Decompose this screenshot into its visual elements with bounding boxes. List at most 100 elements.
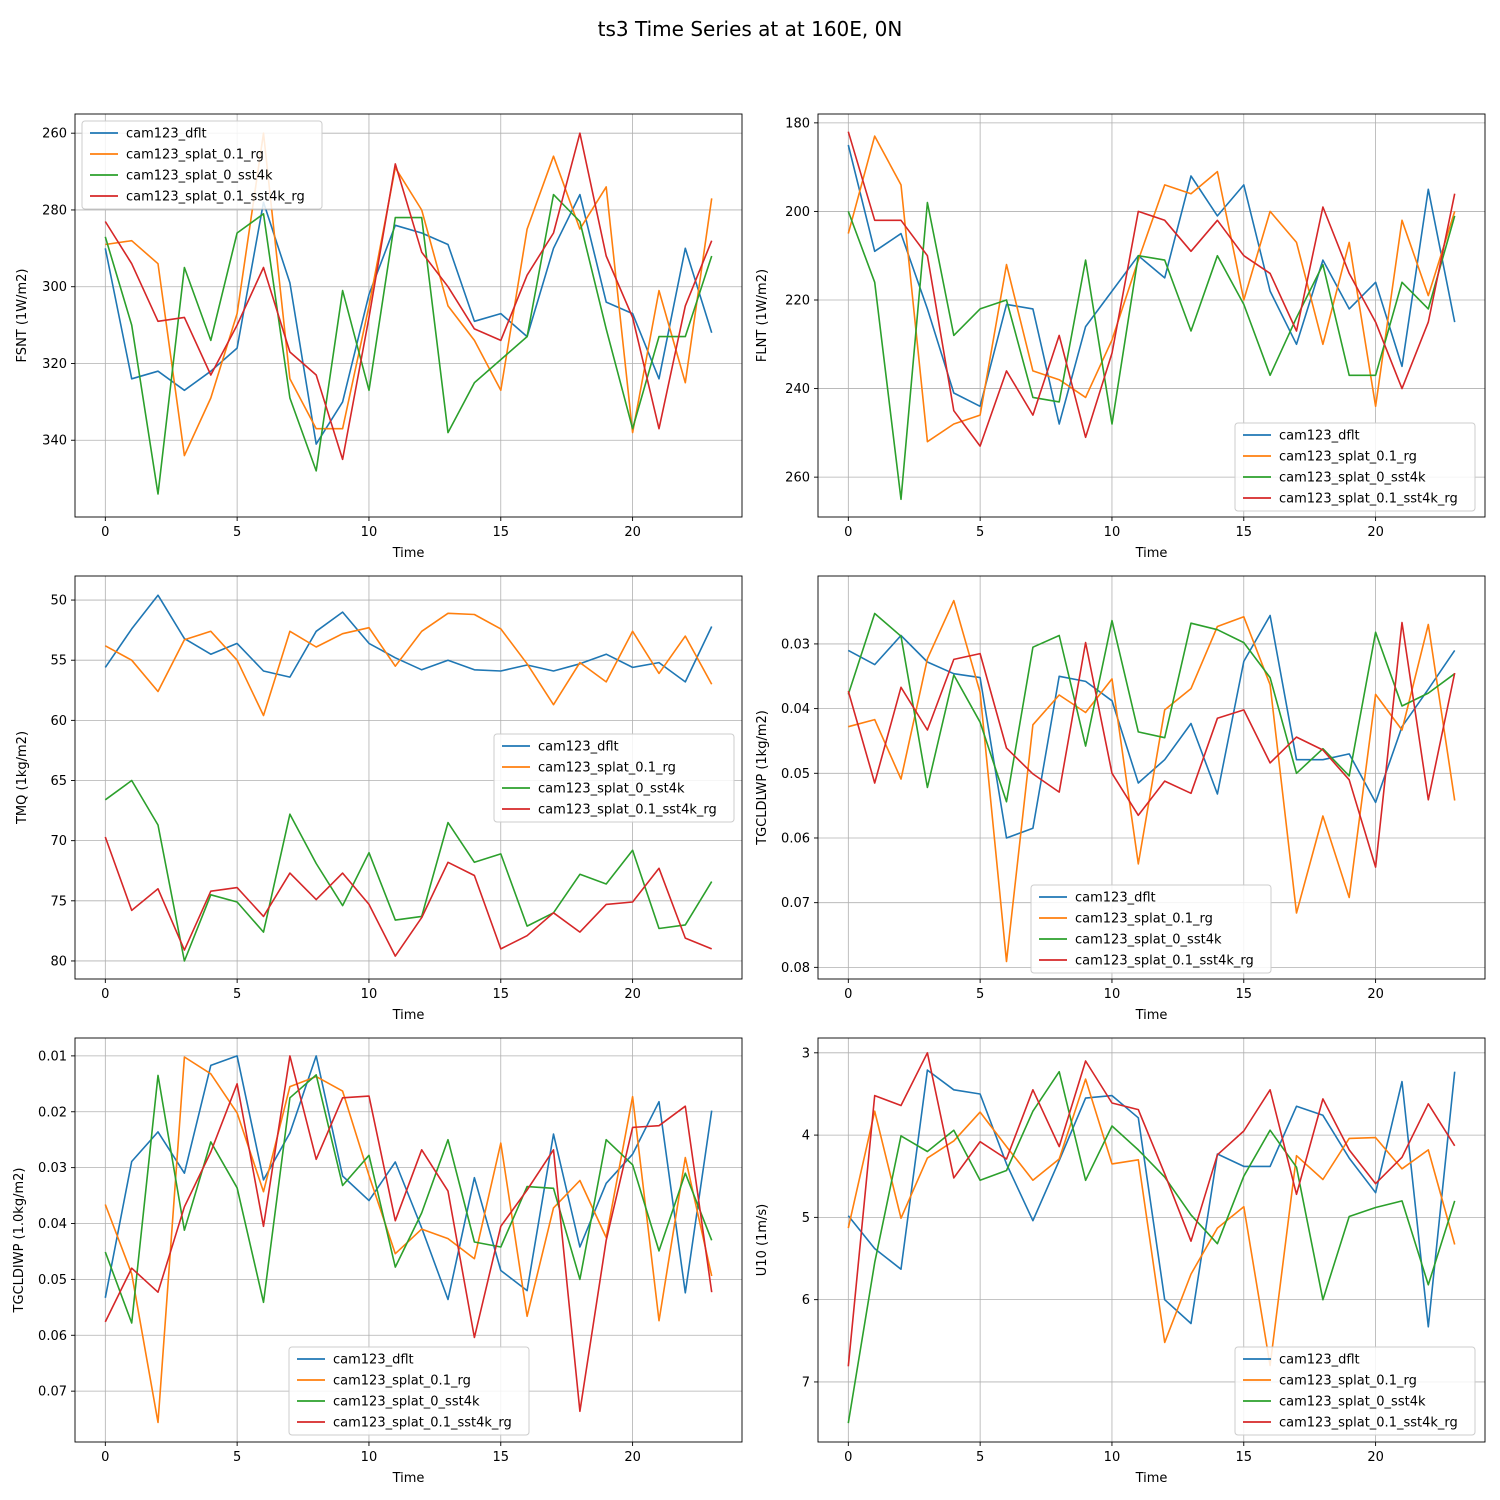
series-line-cam123_splat_0.1_rg	[104, 612, 713, 717]
y-tick-label: 200	[785, 205, 810, 220]
subplot-6: 0 5 10 15 20 3 4 5 6 7 Time U10 (1m/s) cam123_dfltca…	[755, 1037, 1486, 1486]
legend-entry-label: cam123_splat_0.1_rg	[1279, 1374, 1417, 1389]
x-tick-label: 15	[492, 1450, 509, 1465]
x-tick-label: 5	[976, 1450, 984, 1465]
legend-box	[1234, 422, 1476, 512]
y-tick-label: 0.04	[781, 702, 810, 717]
series-line-cam123_dflt	[847, 1069, 1456, 1328]
y-axis-label: TGCLDIWP (1.0kg/m2)	[12, 1168, 27, 1314]
legend-entry-label: cam123_splat_0_sst4k	[333, 1395, 480, 1410]
y-axis-label: TGCLDLWP (1kg/m2)	[755, 710, 770, 846]
axes-frame	[74, 575, 743, 980]
y-axis-label: U10 (1m/s)	[755, 1204, 770, 1276]
series-line-cam123_splat_0_sst4k	[847, 1070, 1456, 1424]
legend-entry-label: cam123_splat_0_sst4k	[538, 782, 685, 797]
legend-box	[1234, 1346, 1476, 1436]
y-tick-label: 0.03	[781, 637, 810, 652]
y-tick-label: 6	[802, 1293, 810, 1308]
y-tick-label: 340	[42, 434, 67, 449]
x-axis-label: Time	[1135, 1471, 1168, 1486]
x-tick-label: 15	[492, 987, 509, 1002]
axes-frame	[817, 575, 1486, 980]
y-tick-label: 280	[42, 203, 67, 218]
legend-entry-label: cam123_dflt	[538, 740, 619, 755]
legend-box	[493, 733, 735, 823]
legend-entry-label: cam123_splat_0.1_rg	[126, 148, 264, 163]
subplot-4: 0 5 10 15 20 0.03 0.04 0.05 0.06 0.07 0.08 Time TGCL…	[755, 575, 1486, 1023]
x-tick-label: 15	[1235, 1450, 1252, 1465]
x-tick-label: 15	[1235, 987, 1252, 1002]
y-tick-label: 80	[50, 954, 67, 969]
x-tick-label: 10	[361, 525, 378, 540]
y-tick-label: 240	[785, 382, 810, 397]
legend-entry-label: cam123_splat_0.1_rg	[1075, 912, 1213, 927]
y-tick-label: 75	[50, 894, 67, 909]
y-tick-label: 220	[785, 294, 810, 309]
x-tick-label: 0	[844, 1450, 852, 1465]
legend-entry-label: cam123_splat_0.1_sst4k_rg	[1279, 1416, 1458, 1431]
axes-frame	[817, 113, 1486, 518]
series-line-cam123_splat_0_sst4k	[104, 193, 713, 495]
legend-entry-label: cam123_splat_0_sst4k	[1279, 1395, 1426, 1410]
legend-entry-label: cam123_splat_0_sst4k	[1075, 933, 1222, 948]
x-tick-label: 20	[624, 987, 641, 1002]
x-tick-label: 0	[844, 525, 852, 540]
x-tick-label: 10	[1104, 525, 1121, 540]
legend-entry-label: cam123_splat_0.1_sst4k_rg	[538, 803, 717, 818]
series-line-cam123_splat_0_sst4k	[847, 612, 1456, 803]
y-tick-label: 260	[785, 471, 810, 486]
y-tick-label: 320	[42, 357, 67, 372]
x-axis-label: Time	[1135, 1008, 1168, 1023]
series-line-cam123_splat_0.1_rg	[847, 135, 1456, 443]
y-tick-label: 65	[50, 774, 67, 789]
legend-box	[288, 1346, 530, 1436]
x-tick-label: 20	[624, 525, 641, 540]
series-line-cam123_dflt	[104, 594, 713, 683]
y-tick-label: 0.05	[781, 767, 810, 782]
y-tick-label: 0.04	[38, 1217, 67, 1232]
y-tick-label: 55	[50, 654, 67, 669]
figure-title: ts3 Time Series at at 160E, 0N	[597, 17, 903, 41]
x-tick-label: 5	[976, 987, 984, 1002]
legend-entry-label: cam123_splat_0_sst4k	[1279, 471, 1426, 486]
y-tick-label: 300	[42, 280, 67, 295]
y-tick-label: 0.07	[781, 896, 810, 911]
legend-entry-label: cam123_splat_0.1_sst4k_rg	[333, 1416, 512, 1431]
legend-entry-label: cam123_dflt	[333, 1353, 414, 1368]
y-tick-label: 3	[802, 1046, 810, 1061]
axes-frame	[74, 113, 743, 518]
x-tick-label: 0	[844, 987, 852, 1002]
series-line-cam123_splat_0_sst4k	[104, 779, 713, 962]
x-axis-label: Time	[392, 1471, 425, 1486]
y-tick-label: 60	[50, 714, 67, 729]
x-tick-label: 20	[1367, 525, 1384, 540]
legend-entry-label: cam123_splat_0.1_rg	[538, 761, 676, 776]
legend: cam123_dflt cam123_splat_0.1_rg cam123_spl…	[81, 120, 323, 210]
x-tick-label: 5	[233, 987, 241, 1002]
y-tick-label: 0.02	[38, 1105, 67, 1120]
y-tick-label: 7	[802, 1375, 810, 1390]
legend-entry-label: cam123_dflt	[1279, 429, 1360, 444]
x-axis-label: Time	[1135, 546, 1168, 561]
subplot-3: 0 5 10 15 20 50 55 60 65 70 75 80 Time TMQ (1kg/m2) ca…	[15, 575, 743, 1023]
series-line-cam123_splat_0.1_sst4k_rg	[847, 1052, 1456, 1367]
legend: cam123_dflt cam123_splat_0.1_rg cam123_spl…	[493, 733, 735, 823]
series-line-cam123_splat_0.1_rg	[848, 599, 1456, 963]
series-line-cam123_splat_0.1_sst4k_rg	[104, 836, 713, 957]
x-tick-label: 0	[101, 987, 109, 1002]
subplot-1: 0 5 10 15 20 260 280 300 320 340 Time FSNT (1W/m2) c…	[15, 113, 743, 561]
y-tick-label: 0.06	[38, 1329, 67, 1344]
legend-box	[81, 120, 323, 210]
legend-entry-label: cam123_splat_0.1_rg	[333, 1374, 471, 1389]
legend-entry-label: cam123_splat_0.1_sst4k_rg	[1075, 954, 1254, 969]
y-tick-label: 0.05	[38, 1273, 67, 1288]
series-line-cam123_splat_0_sst4k	[847, 201, 1456, 501]
x-axis-label: Time	[392, 1008, 425, 1023]
legend: cam123_dflt cam123_splat_0.1_rg cam123_spl…	[1030, 884, 1272, 974]
x-tick-label: 5	[233, 1450, 241, 1465]
y-tick-label: 0.01	[38, 1049, 67, 1064]
y-tick-label: 50	[50, 594, 67, 609]
x-tick-label: 10	[1104, 1450, 1121, 1465]
series-line-cam123_splat_0.1_sst4k_rg	[104, 132, 713, 461]
